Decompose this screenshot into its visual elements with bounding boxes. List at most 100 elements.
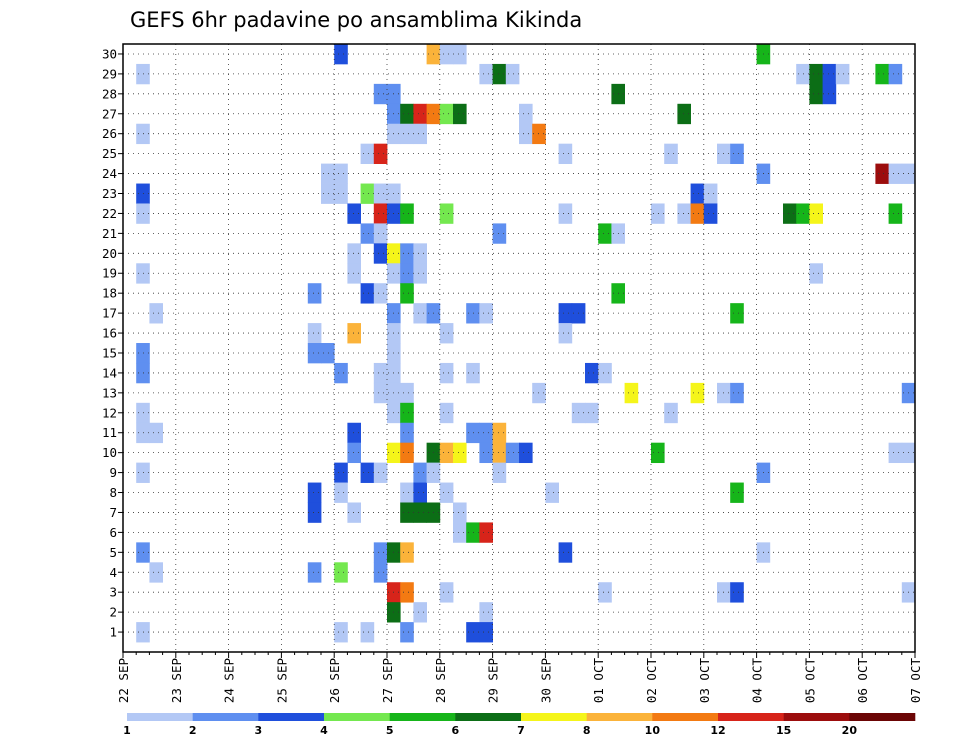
heatmap-cell xyxy=(598,223,612,244)
heatmap-cell xyxy=(439,582,454,603)
color-legend: 1 2 3 4 5 6 7 8 10 12 15 20 xyxy=(123,713,916,737)
legend-swatch xyxy=(652,713,719,721)
heatmap-cell xyxy=(479,422,493,444)
heatmap-cell xyxy=(453,103,467,125)
heatmap-cell xyxy=(809,263,823,284)
y-tick-label: 9 xyxy=(109,465,117,480)
heatmap-cell xyxy=(439,103,454,125)
legend-label: 15 xyxy=(776,724,791,737)
heatmap-cell xyxy=(479,602,493,623)
heatmap-cell xyxy=(439,402,454,424)
heatmap-cell xyxy=(453,44,467,65)
heatmap-cell xyxy=(373,562,388,583)
heatmap-cell xyxy=(400,243,414,264)
heatmap-cell xyxy=(690,203,705,224)
x-tick-label: 06 OCT xyxy=(855,658,870,704)
x-tick-label: 05 OCT xyxy=(802,658,817,704)
heatmap-cell xyxy=(149,303,163,324)
heatmap-cell xyxy=(413,243,427,264)
legend-label: 7 xyxy=(517,724,525,737)
heatmap-cell xyxy=(307,502,322,523)
heatmap-cell xyxy=(809,83,823,105)
heatmap-cell xyxy=(400,263,414,284)
heatmap-cell xyxy=(664,143,678,165)
y-tick-label: 22 xyxy=(102,206,117,221)
heatmap-cell xyxy=(400,123,414,145)
heatmap-cell xyxy=(558,203,573,224)
heatmap-cell xyxy=(690,382,705,404)
y-tick-label: 6 xyxy=(109,525,117,540)
heatmap-cell xyxy=(453,442,467,464)
heatmap-cell xyxy=(651,442,665,464)
heatmap-cell xyxy=(505,442,520,464)
legend-label: 10 xyxy=(645,724,661,737)
legend-swatch xyxy=(455,713,522,721)
heatmap-cell xyxy=(413,263,427,284)
y-tick-label: 11 xyxy=(102,425,117,440)
y-tick-label: 19 xyxy=(102,266,117,281)
y-tick-label: 26 xyxy=(102,126,117,141)
x-tick-label: 04 OCT xyxy=(750,658,765,704)
heatmap-cell xyxy=(307,343,322,364)
heatmap-cell xyxy=(347,323,361,344)
heatmap-cell xyxy=(439,362,454,384)
heatmap-cell xyxy=(783,203,797,224)
heatmap-cell xyxy=(400,382,414,404)
y-tick-label: 8 xyxy=(109,485,117,500)
heatmap-cell xyxy=(347,203,361,224)
heatmap-cell xyxy=(373,283,388,304)
y-tick-label: 16 xyxy=(102,326,117,341)
heatmap-cell xyxy=(400,582,414,603)
heatmap-cell xyxy=(888,203,903,224)
x-tick-label: 27 SEP xyxy=(380,658,395,703)
heatmap-cell xyxy=(373,462,388,483)
heatmap-cell xyxy=(413,103,427,125)
heatmap-cell xyxy=(334,622,348,643)
heatmap-cell xyxy=(373,382,388,404)
heatmap-cell xyxy=(347,263,361,284)
legend-swatch xyxy=(192,713,259,721)
heatmap-cell xyxy=(809,203,823,224)
heatmap-cell xyxy=(373,203,388,224)
dotted-grid xyxy=(123,44,915,652)
heatmap-cell xyxy=(413,123,427,145)
heatmap-cell xyxy=(373,83,388,105)
heatmap-cell xyxy=(307,562,322,583)
heatmap-cell xyxy=(307,283,322,304)
heatmap-cell xyxy=(373,143,388,165)
y-axis-ticks: 1234567891011121314151617181920212223242… xyxy=(102,46,123,640)
heatmap-cell xyxy=(149,422,163,444)
heatmap-cell xyxy=(558,323,573,344)
heatmap-cell xyxy=(651,203,665,224)
heatmap-cell xyxy=(321,183,335,204)
heatmap-cell xyxy=(413,482,427,503)
y-tick-label: 15 xyxy=(102,345,117,360)
heatmap-cell xyxy=(360,143,375,165)
heatmap-cell xyxy=(400,422,414,444)
heatmap-cell xyxy=(360,223,375,244)
legend-swatch xyxy=(389,713,456,721)
heatmap-cell xyxy=(624,382,639,404)
x-tick-label: 07 OCT xyxy=(908,658,923,704)
legend-label: 6 xyxy=(452,724,460,737)
heatmap-cell xyxy=(400,442,414,464)
heatmap-cell xyxy=(400,622,414,643)
x-tick-label: 28 SEP xyxy=(433,658,448,703)
heatmap-cell xyxy=(545,482,559,503)
y-tick-label: 5 xyxy=(109,545,117,560)
heatmap-cell xyxy=(730,303,744,324)
y-tick-label: 27 xyxy=(102,106,117,121)
x-tick-label: 23 SEP xyxy=(169,658,184,703)
heatmap-cell xyxy=(373,542,388,563)
y-tick-label: 29 xyxy=(102,66,117,81)
heatmap-cell xyxy=(730,582,744,603)
heatmap-cell xyxy=(413,502,427,523)
heatmap-cell xyxy=(149,562,163,583)
y-tick-label: 28 xyxy=(102,86,117,101)
y-tick-label: 1 xyxy=(109,625,117,640)
heatmap-cell xyxy=(347,502,361,523)
heatmap-cell xyxy=(519,103,533,125)
heatmap-cell xyxy=(400,402,414,424)
heatmap-cell xyxy=(360,622,375,643)
legend-label: 8 xyxy=(583,724,591,737)
